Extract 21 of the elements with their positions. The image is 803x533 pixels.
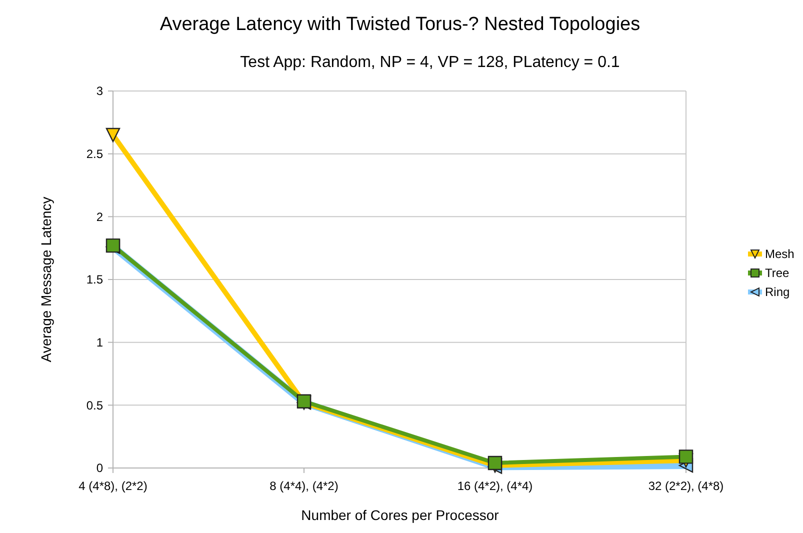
chart-subtitle: Test App: Random, NP = 4, VP = 128, PLatency = 0.1 (240, 54, 620, 71)
y-tick-label: 0.5 (86, 398, 104, 412)
y-tick-label: 2.5 (86, 147, 104, 162)
x-axis-title: Number of Cores per Processor (301, 507, 500, 523)
chart-title: Average Latency with Twisted Torus-? Nested Topologies (160, 14, 640, 35)
y-tick-label: 1 (96, 336, 104, 350)
legend-label: Tree (765, 266, 790, 280)
y-axis-title: Average Message Latency (38, 196, 54, 362)
y-tick-label: 3 (96, 84, 104, 98)
y-tick-label: 2 (96, 210, 104, 224)
point (106, 128, 120, 142)
point (488, 456, 502, 470)
legend-label: Ring (765, 285, 790, 300)
legend-label: Mesh (765, 247, 794, 262)
x-tick-label: 32 (2*2), (4*8) (648, 479, 724, 493)
point (678, 450, 694, 464)
y-tick-label: 1.5 (86, 272, 104, 287)
y-tick-label: 0 (96, 461, 104, 476)
x-tick-label: 8 (4*4), (4*2) (270, 479, 338, 493)
x-tick-label: 4 (4*8), (2*2) (78, 479, 148, 493)
x-tick-label: 16 (4*2), (4*4) (457, 479, 533, 493)
